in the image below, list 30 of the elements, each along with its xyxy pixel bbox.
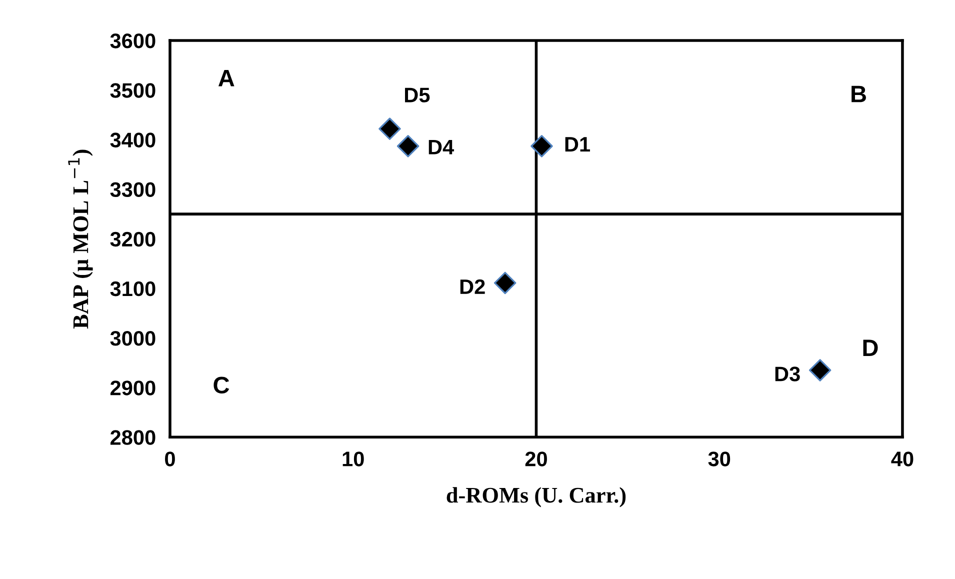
annotation: D1	[565, 137, 590, 152]
y-tick-label: 3600	[110, 34, 156, 48]
annotation: D3	[775, 366, 800, 382]
y-tick-label: 3200	[110, 232, 156, 247]
annotation: D2	[460, 279, 485, 294]
x-tick-label: 20	[525, 452, 547, 466]
annotation: A	[218, 70, 234, 86]
y-tick-label: 3400	[110, 132, 156, 148]
y-tick-label: 3500	[110, 83, 156, 98]
y-tick-label: 3300	[110, 182, 156, 198]
point	[378, 118, 401, 140]
x-tick-label: 0	[165, 452, 175, 466]
y-tick-label: 3100	[110, 281, 156, 296]
y-tick-label: 3000	[110, 330, 156, 346]
point	[530, 134, 553, 158]
y-tick-label: 2800	[110, 430, 156, 445]
y-axis-title: BAP (μ MOL L$^{−1}$)	[68, 150, 93, 329]
annotation: D5	[405, 88, 430, 102]
annotation: B	[852, 86, 866, 102]
annotation: D4	[428, 140, 454, 154]
point	[494, 272, 516, 294]
point	[396, 134, 420, 158]
point	[808, 359, 832, 382]
x-axis-title: d-ROMs (U. Carr.)	[446, 487, 626, 508]
annotation: C	[214, 376, 230, 394]
annotation: D	[863, 340, 878, 356]
x-tick-label: 40	[891, 452, 914, 466]
x-tick-label: 30	[708, 452, 730, 466]
x-tick-label: 10	[342, 452, 364, 466]
y-tick-label: 2900	[110, 380, 156, 396]
